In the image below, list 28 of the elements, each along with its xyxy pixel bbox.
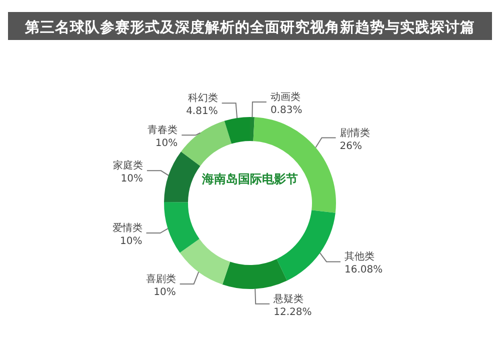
slice-label: 家庭类	[112, 160, 143, 172]
data-label: 10%	[120, 174, 143, 185]
donut-slice	[181, 120, 232, 166]
data-label: 10%	[155, 138, 178, 150]
donut-slice	[164, 202, 200, 253]
donut-slice	[180, 238, 230, 284]
donut-slice	[276, 210, 336, 281]
data-label: 10%	[120, 236, 142, 248]
chart-title: 第三名球队参赛形式及深度解析的全面研究视角新趋势与实践探讨篇	[24, 18, 475, 36]
data-label: 10%	[154, 286, 176, 298]
slice-label: 喜剧类	[146, 272, 176, 285]
donut-slice	[222, 258, 288, 289]
donut-slice	[164, 152, 200, 202]
data-label: 0.83%	[270, 105, 302, 116]
data-label: 26%	[340, 140, 362, 152]
data-label: 12.28%	[274, 306, 312, 318]
data-label: 16.08%	[344, 264, 383, 276]
text: 海南岛国际电影节	[201, 172, 298, 186]
slice-label: 悬疑类	[272, 292, 304, 305]
slice-label: 剧情类	[340, 126, 370, 139]
donut-slice	[250, 117, 254, 142]
slice-label: 科幻类	[188, 92, 218, 104]
slice-label: 其他类	[344, 250, 374, 263]
slice-label: 青春类	[148, 124, 178, 136]
data-label: 4.81%	[186, 106, 218, 118]
slice-label: 动画类	[270, 91, 300, 104]
slice-label: 爱情类	[112, 222, 142, 234]
donut-slice	[224, 117, 250, 144]
